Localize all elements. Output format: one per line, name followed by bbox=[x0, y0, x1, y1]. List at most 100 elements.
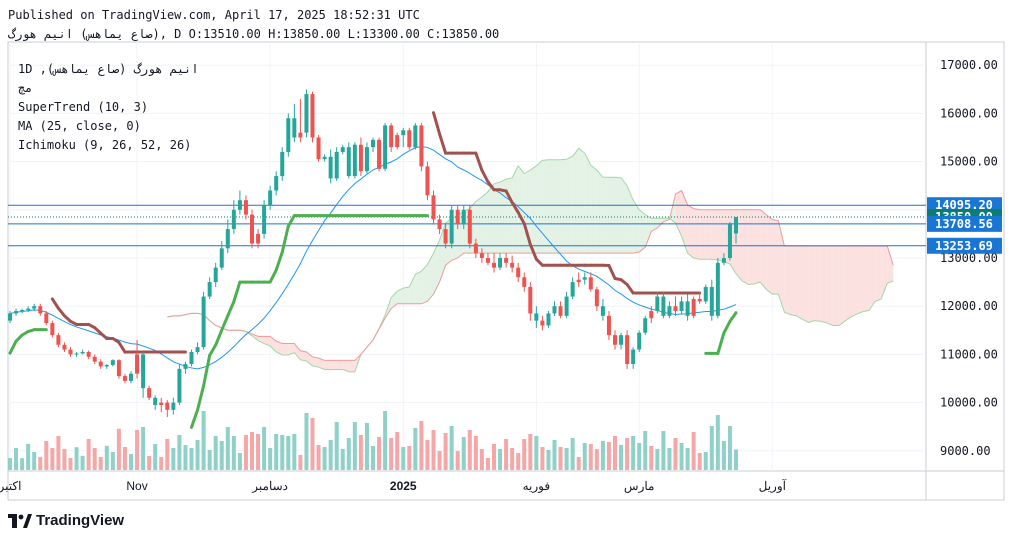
volume-bar bbox=[534, 436, 539, 470]
volume-bar bbox=[26, 443, 31, 470]
volume-bar bbox=[413, 428, 418, 470]
price-tag-text: 14095.20 bbox=[935, 198, 993, 212]
candle-body bbox=[461, 209, 466, 225]
cloud-segment bbox=[778, 220, 785, 313]
price-tag-text: 13253.69 bbox=[935, 239, 993, 253]
cloud-segment bbox=[742, 209, 749, 285]
volume-bar bbox=[213, 436, 218, 470]
candle-body bbox=[8, 313, 12, 321]
cloud-segment bbox=[494, 182, 501, 254]
volume-bar bbox=[310, 418, 315, 470]
candle-body bbox=[116, 360, 121, 377]
candle-body bbox=[606, 315, 611, 336]
supertrend-segment bbox=[268, 268, 278, 284]
volume-bar bbox=[268, 448, 273, 470]
candle-body bbox=[401, 130, 406, 136]
candle-body bbox=[177, 368, 182, 403]
cloud-segment bbox=[645, 214, 652, 248]
volume-bar bbox=[68, 458, 73, 470]
candle-body bbox=[129, 373, 133, 381]
volume-bar bbox=[32, 452, 37, 470]
price-axis-labels: 17000.0016000.0015000.0014000.0013000.00… bbox=[940, 58, 998, 458]
cloud-segment bbox=[548, 159, 555, 254]
supertrend-segment bbox=[226, 300, 236, 318]
cloud-segment bbox=[633, 200, 640, 254]
tradingview-logo: TradingView bbox=[8, 512, 124, 529]
cloud-segment bbox=[875, 245, 882, 302]
candle-body bbox=[50, 323, 55, 336]
candle-body bbox=[280, 151, 285, 177]
volume-bar bbox=[691, 432, 696, 470]
supertrend-segment bbox=[728, 311, 738, 323]
candle-body bbox=[231, 209, 236, 230]
ma-path bbox=[9, 146, 737, 370]
time-tick-label: آوریل bbox=[759, 478, 787, 493]
volume-bar bbox=[92, 448, 97, 470]
volume-bar bbox=[256, 434, 261, 470]
candle-body bbox=[352, 144, 357, 177]
candle-body bbox=[588, 277, 593, 290]
cloud-segment bbox=[802, 245, 809, 323]
candle-body bbox=[358, 144, 363, 172]
candle-body bbox=[225, 229, 230, 249]
legend-ma[interactable]: MA (25, close, 0) bbox=[18, 119, 141, 133]
candle-body bbox=[14, 311, 19, 314]
time-tick-label: 2025 bbox=[390, 479, 417, 493]
volume-bar bbox=[504, 439, 509, 470]
candle-body bbox=[637, 332, 642, 350]
cloud-segment bbox=[318, 358, 325, 370]
candle-body bbox=[679, 301, 684, 312]
legend-ichimoku[interactable]: Ichimoku (9, 26, 52, 26) bbox=[18, 138, 192, 152]
cloud-segment bbox=[814, 245, 821, 322]
candle-body bbox=[237, 200, 242, 210]
cloud-segment bbox=[282, 343, 289, 356]
candle-body bbox=[443, 229, 448, 244]
candle-body bbox=[141, 354, 146, 389]
volume-bar bbox=[467, 430, 472, 470]
candle-body bbox=[340, 147, 345, 152]
candle-body bbox=[135, 354, 140, 374]
volume-bar bbox=[250, 432, 254, 470]
candle-body bbox=[38, 306, 43, 314]
volume-bar bbox=[207, 450, 212, 470]
candle-body bbox=[171, 402, 176, 410]
volume-bar bbox=[110, 452, 115, 470]
candle-body bbox=[643, 318, 648, 333]
volume-bar bbox=[582, 443, 587, 470]
cloud-segment bbox=[608, 177, 615, 254]
volume-bars bbox=[8, 411, 738, 470]
candle-body bbox=[709, 286, 714, 316]
volume-bar bbox=[588, 444, 593, 470]
cloud-segment bbox=[615, 177, 622, 254]
legend-symbol[interactable]: 1D ,(صاع يماهس) انيم هورگ bbox=[18, 62, 199, 76]
cloud-segment bbox=[602, 177, 609, 254]
cloud-segment bbox=[627, 185, 634, 254]
volume-bar bbox=[643, 431, 648, 470]
volume-bar bbox=[8, 458, 12, 470]
volume-bar bbox=[510, 448, 515, 470]
cloud-segment bbox=[330, 360, 337, 370]
volume-bar bbox=[661, 431, 666, 470]
volume-bar bbox=[274, 434, 279, 470]
volume-bar bbox=[498, 449, 503, 470]
candle-body bbox=[328, 156, 333, 179]
legend-supertrend[interactable]: SuperTrend (10, 3) bbox=[18, 100, 149, 114]
volume-bar bbox=[631, 436, 636, 470]
candle-body bbox=[165, 402, 170, 410]
candle-body bbox=[389, 125, 394, 148]
volume-bar bbox=[437, 451, 442, 470]
volume-bar bbox=[286, 436, 291, 470]
supertrend-segment bbox=[190, 408, 200, 429]
supertrend-segment bbox=[8, 339, 18, 355]
supertrend-segment bbox=[56, 306, 66, 318]
cloud-segment bbox=[651, 218, 658, 232]
cloud-segment bbox=[336, 360, 343, 370]
candle-body bbox=[346, 147, 351, 177]
volume-bar bbox=[358, 435, 363, 470]
candle-body bbox=[243, 200, 248, 215]
volume-bar bbox=[492, 444, 496, 470]
candle-body bbox=[510, 262, 515, 268]
volume-bar bbox=[528, 434, 533, 470]
senkou-b bbox=[167, 189, 894, 361]
